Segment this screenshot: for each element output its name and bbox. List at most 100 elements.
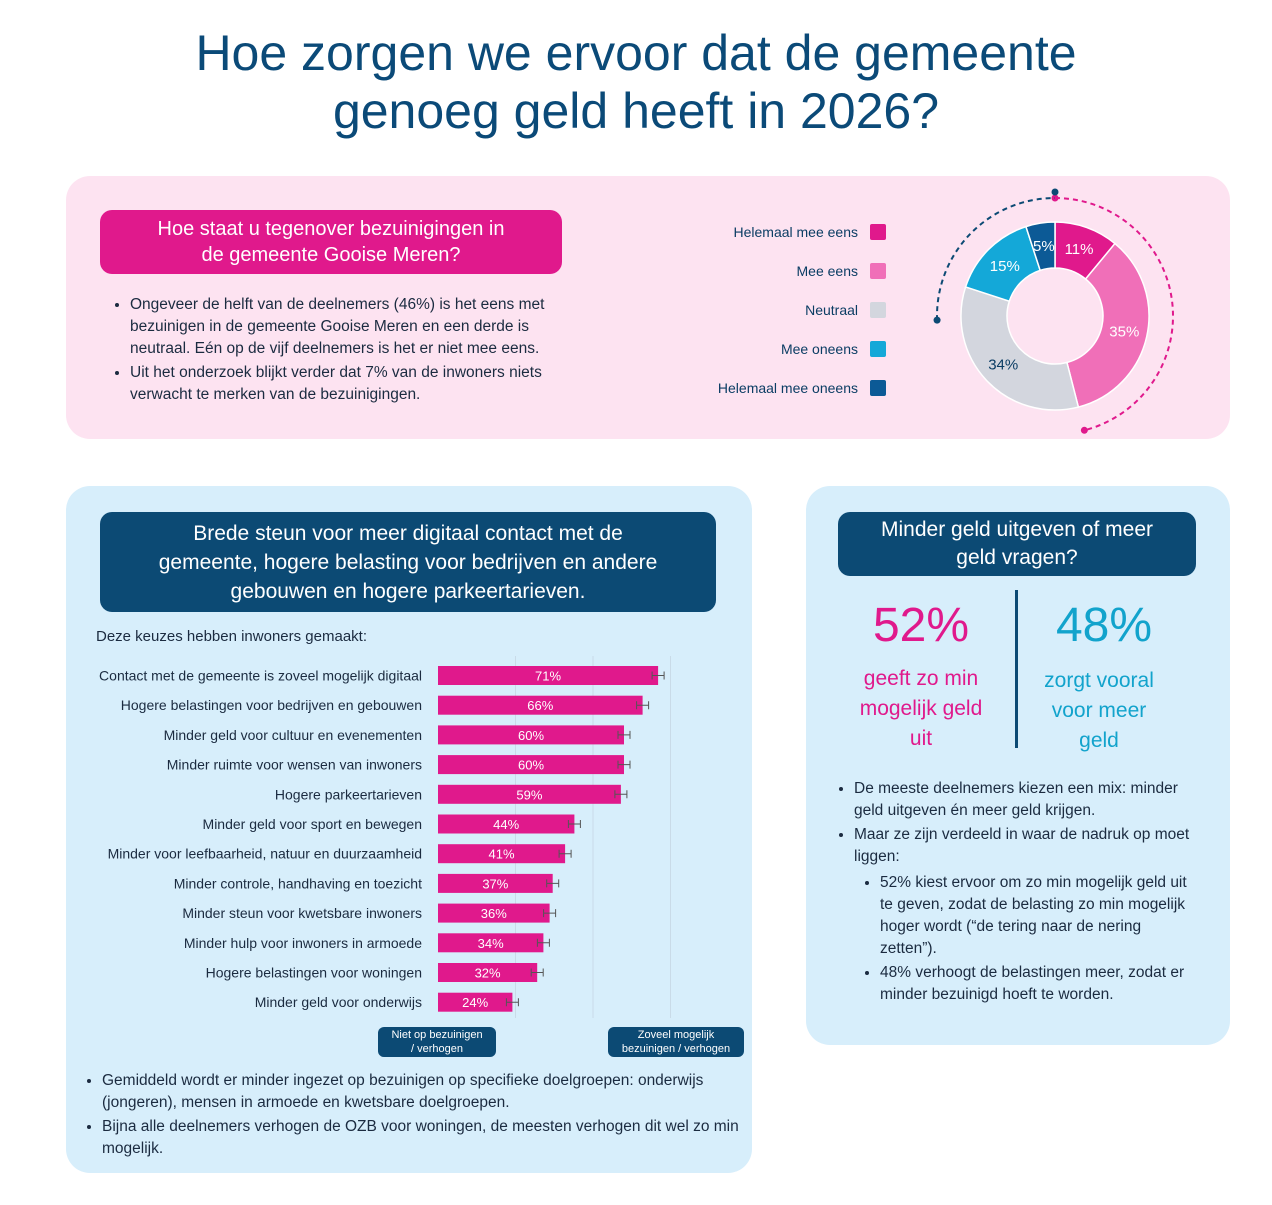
bar: [438, 725, 624, 745]
bracket-dot: [1080, 426, 1088, 434]
bracket-dot: [933, 316, 941, 324]
list-item: Bijna alle deelnemers verhogen de OZB vo…: [102, 1116, 742, 1160]
agree-bracket: [1054, 197, 1174, 432]
donut-slice-label: 15%: [990, 258, 1020, 275]
bar: [438, 873, 553, 893]
choices-heading-line-3: gebouwen en hogere parkeertarieven.: [230, 579, 586, 603]
scale-right-line-1: Zoveel mogelijk: [637, 1029, 715, 1041]
title-line-1: Hoe zorgen we ervoor dat de gemeente: [195, 25, 1077, 81]
list-item: De meeste deelnemers kiezen een mix: min…: [854, 778, 1204, 822]
bar-value-label: 37%: [482, 876, 508, 891]
donut-slice-label: 35%: [1109, 323, 1139, 340]
divider: [1015, 590, 1018, 748]
legend-swatch: [870, 380, 886, 396]
bar: [438, 933, 544, 953]
legend-item: Mee oneens: [781, 340, 886, 358]
bar: [438, 814, 575, 834]
pct-spend-less: 52%: [872, 599, 970, 652]
spend-heading: Minder geld uitgeven of meer geld vragen…: [838, 512, 1196, 576]
bar-value-label: 71%: [535, 669, 561, 684]
spend-bullets: De meeste deelnemers kiezen een mix: min…: [842, 778, 1204, 870]
list-item: Uit het onderzoek blijkt verder dat 7% v…: [130, 362, 570, 406]
error-bar: [614, 790, 628, 799]
error-bar: [567, 820, 581, 828]
bar-value-label: 24%: [462, 995, 488, 1010]
legend-label: Mee oneens: [780, 341, 858, 357]
bar-category-label: Minder controle, handhaving en toezicht: [174, 875, 422, 891]
bar-value-label: 60%: [518, 728, 544, 743]
bar-value-label: 59%: [516, 787, 542, 802]
list-item: 48% verhoogt de belastingen meer, zodat …: [880, 962, 1200, 1006]
legend-label: Neutraal: [805, 302, 858, 318]
spend-heading-line-1: Minder geld uitgeven of meer: [881, 518, 1153, 541]
legend-item: Helemaal mee eens: [733, 223, 886, 241]
desc-raise-more-line-2: voor meer: [1051, 699, 1147, 722]
error-bar: [617, 730, 631, 739]
choices-bullets: Gemiddeld wordt er minder ingezet op bez…: [86, 1070, 742, 1162]
scale-left-label: Niet op bezuinigen / verhogen: [378, 1027, 496, 1057]
bar-category-label: Minder geld voor sport en bewegen: [203, 816, 422, 832]
legend-label: Helemaal mee oneens: [717, 380, 858, 396]
title-line-2: genoeg geld heeft in 2026?: [332, 83, 940, 139]
choices-heading-line-1: Brede steun voor meer digitaal contact m…: [193, 521, 623, 545]
error-bar: [530, 968, 544, 977]
bar-category-label: Hogere belastingen voor woningen: [206, 965, 422, 981]
legend-item: Neutraal: [805, 301, 886, 319]
bar: [438, 666, 659, 685]
legend-item: Helemaal mee oneens: [718, 379, 886, 397]
attitude-heading-line-1: Hoe staat u tegenover bezuinigingen in: [157, 218, 505, 240]
bar-value-label: 60%: [518, 758, 544, 773]
bar: [438, 755, 624, 775]
legend-swatch: [870, 224, 886, 240]
spend-sub-bullets: 52% kiest ervoor om zo min mogelijk geld…: [868, 872, 1200, 1008]
choices-heading: Brede steun voor meer digitaal contact m…: [100, 512, 716, 612]
legend-label: Mee eens: [796, 263, 858, 279]
error-bar: [505, 998, 519, 1007]
desc-raise-more: zorgt vooral voor meer geld: [1024, 666, 1174, 756]
error-bar: [536, 938, 550, 947]
legend-swatch: [870, 341, 886, 357]
bar: [438, 695, 643, 715]
list-item: Gemiddeld wordt er minder ingezet op bez…: [102, 1070, 742, 1114]
bar-category-label: Hogere belastingen voor bedrijven en geb…: [121, 697, 422, 713]
bar-category-label: Contact met de gemeente is zoveel mogeli…: [99, 668, 422, 684]
bar-category-label: Minder geld voor onderwijs: [255, 994, 422, 1010]
bar: [438, 963, 538, 982]
scale-left-line-1: Niet op bezuinigen: [391, 1029, 483, 1041]
bar-value-label: 32%: [475, 966, 501, 981]
bar-value-label: 44%: [493, 817, 519, 832]
bar: [438, 903, 550, 923]
scale-left-line-2: / verhogen: [411, 1043, 463, 1055]
bar-category-label: Minder steun voor kwetsbare inwoners: [182, 905, 422, 921]
desc-spend-less-line-3: uit: [909, 727, 933, 750]
spend-heading-line-2: geld vragen?: [956, 546, 1078, 569]
bar-category-label: Hogere parkeertarieven: [275, 786, 422, 802]
bar-category-label: Minder geld voor cultuur en evenementen: [164, 727, 422, 743]
page-title: Hoe zorgen we ervoor dat de gemeente gen…: [0, 24, 1272, 140]
error-bar: [617, 760, 631, 769]
desc-spend-less: geeft zo min mogelijk geld uit: [836, 664, 1006, 754]
choices-heading-line-2: gemeente, hogere belasting voor bedrijve…: [158, 550, 658, 574]
spend-or-raise-panel: [806, 486, 1230, 1045]
list-item: Maar ze zijn verdeeld in waar de nadruk …: [854, 824, 1204, 868]
legend-label: Helemaal mee eens: [733, 224, 858, 240]
error-bar: [546, 879, 560, 888]
bracket-dot: [1051, 188, 1059, 196]
list-item: Ongeveer de helft van de deelnemers (46%…: [130, 294, 570, 360]
bar: [438, 992, 513, 1012]
donut-slice-label: 5%: [1033, 238, 1055, 255]
error-bar: [651, 671, 665, 680]
bar-value-label: 66%: [527, 698, 553, 713]
desc-raise-more-line-1: zorgt vooral: [1044, 669, 1154, 692]
legend-swatch: [870, 302, 886, 318]
attitude-heading-line-2: de gemeente Gooise Meren?: [201, 244, 461, 266]
bar-value-label: 41%: [489, 847, 515, 862]
error-bar: [636, 701, 650, 710]
bar: [438, 844, 566, 864]
list-item: 52% kiest ervoor om zo min mogelijk geld…: [880, 872, 1200, 960]
donut-slice: [1025, 221, 1056, 272]
attitude-heading: Hoe staat u tegenover bezuinigingen in d…: [100, 210, 562, 274]
bar: [438, 784, 621, 804]
attitude-bullets: Ongeveer de helft van de deelnemers (46%…: [112, 294, 570, 408]
donut-chart: 11% 35% 34% 15% 5%: [933, 188, 1174, 434]
